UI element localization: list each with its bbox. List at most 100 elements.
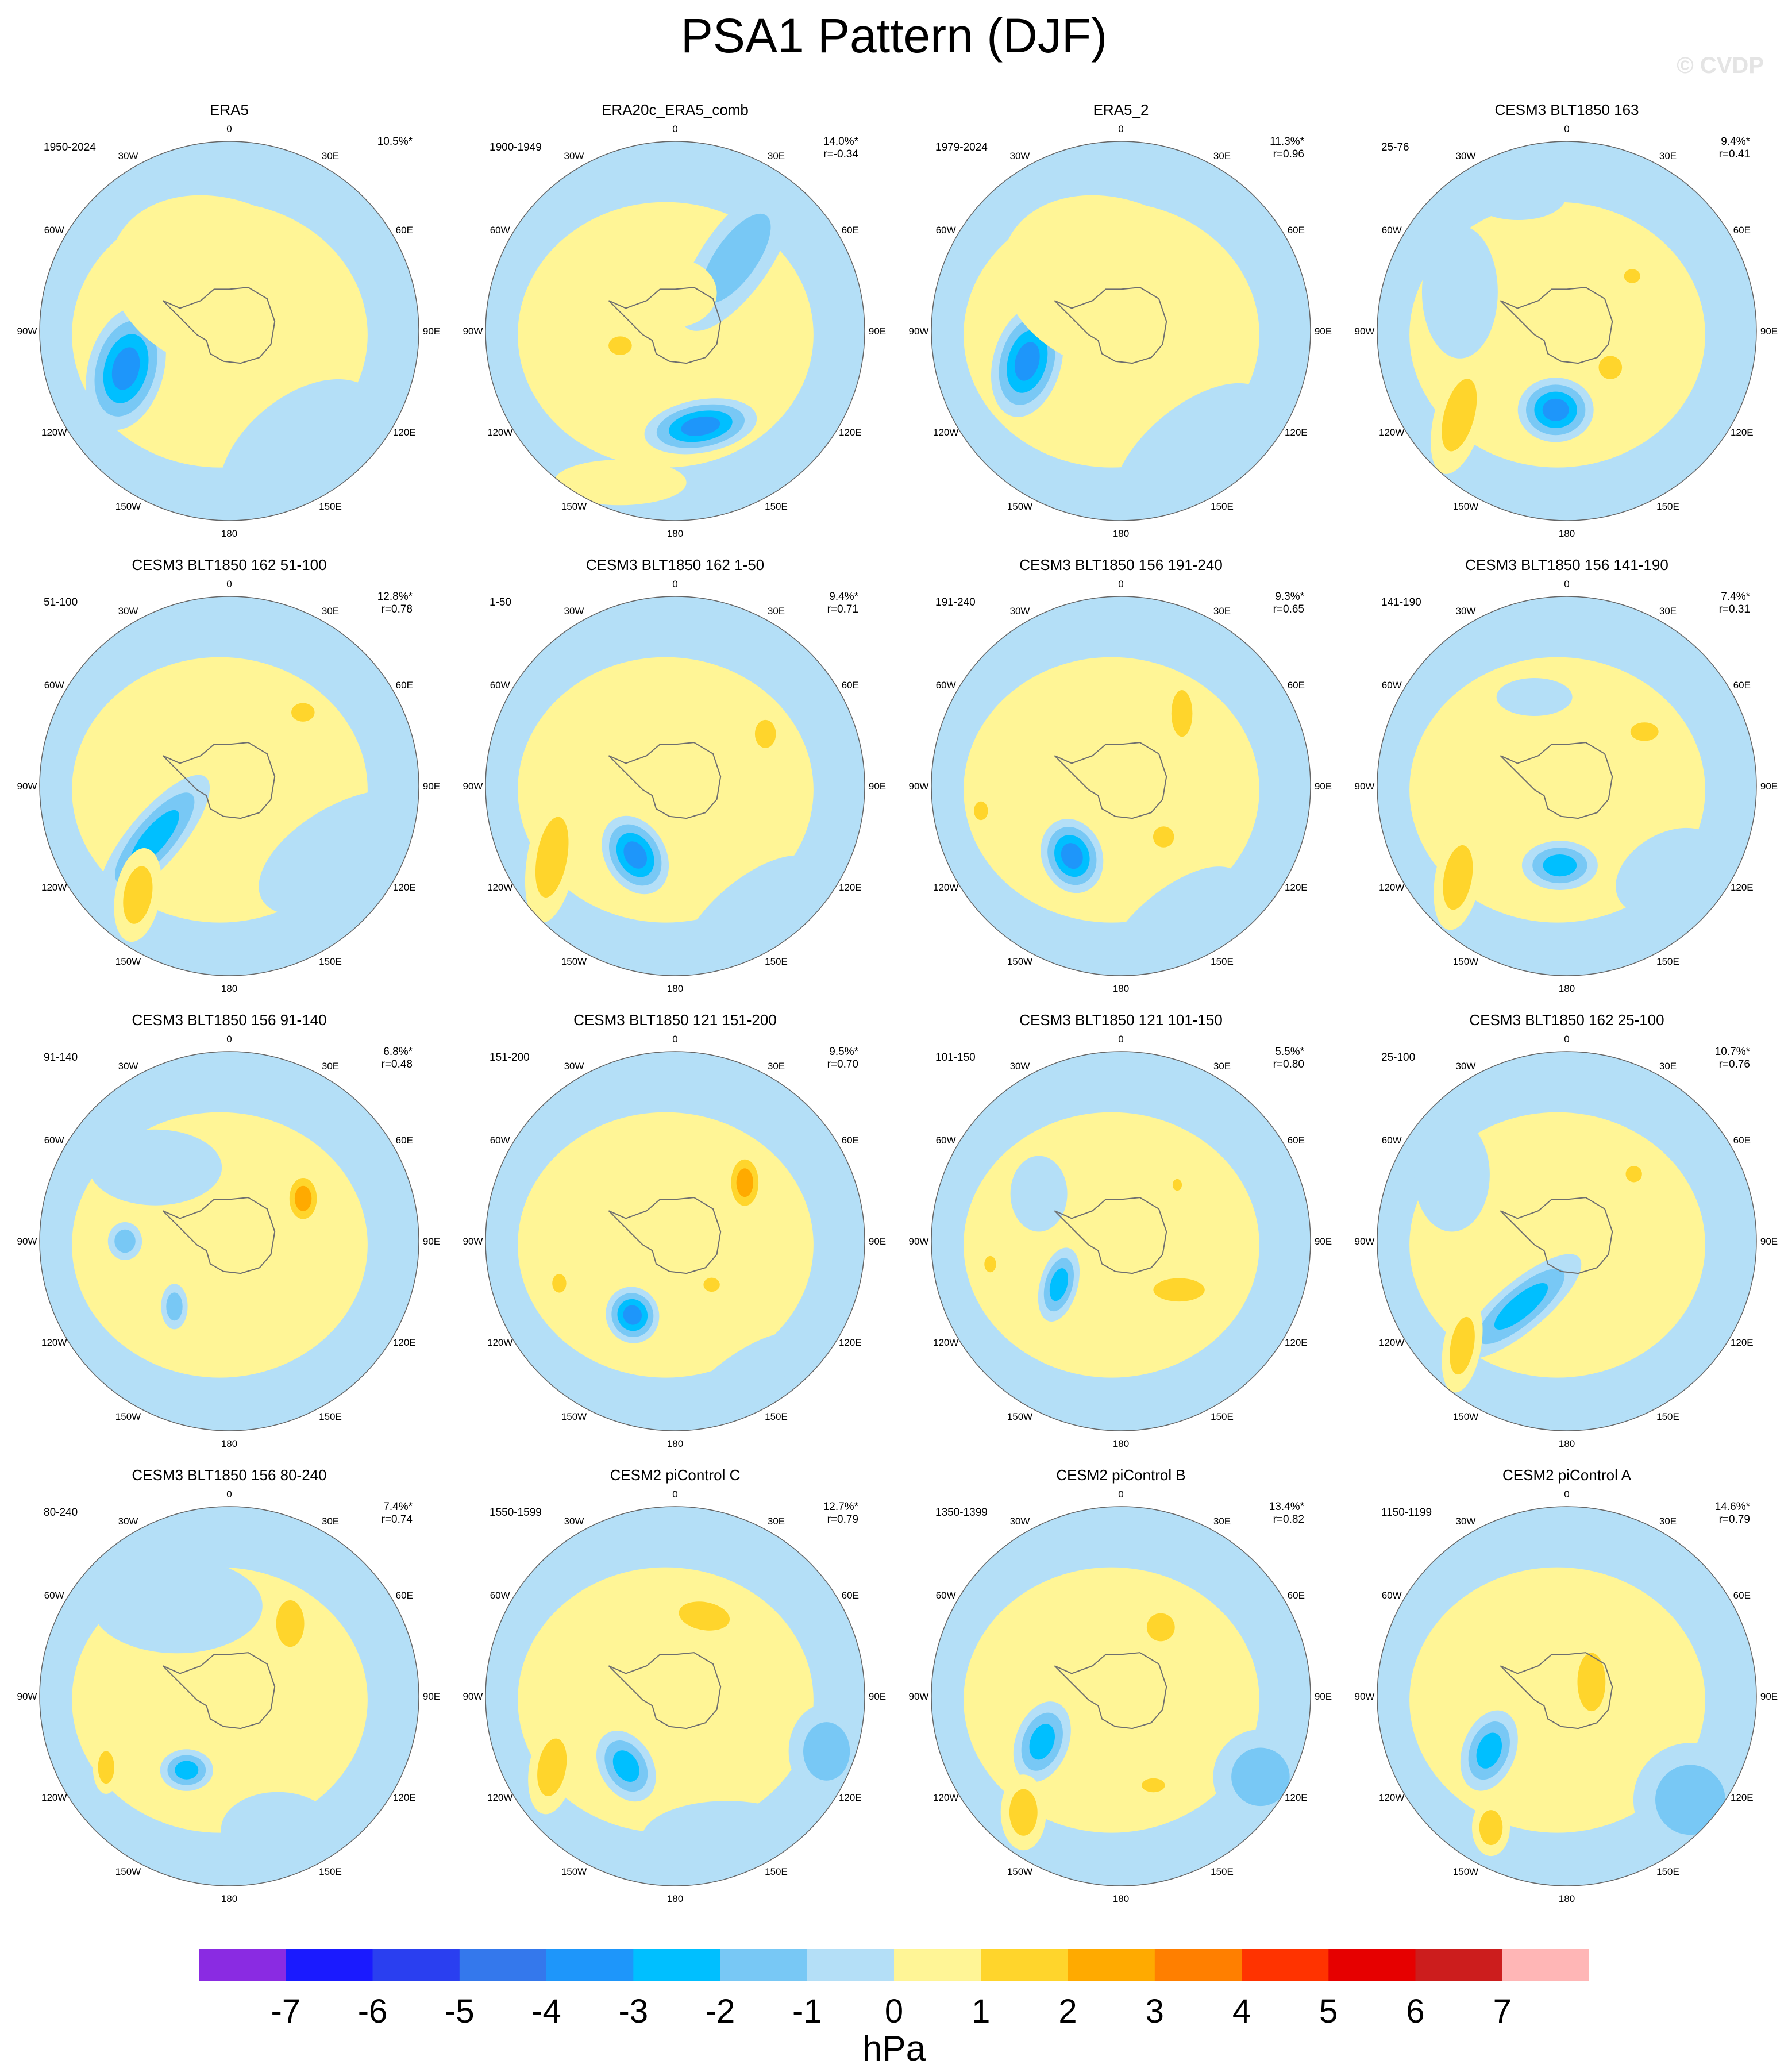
negative-anomaly-contour xyxy=(612,1750,639,1782)
longitude-label: 60E xyxy=(1733,1590,1751,1601)
longitude-label: 60W xyxy=(490,680,510,691)
colorbar: -7 -6 -5 -4 -3 -2 -1 0 1 2 3 4 5 6 7 xyxy=(199,1949,1589,2029)
longitude-label: 0 xyxy=(672,1034,677,1045)
positive-anomaly-contour xyxy=(1153,826,1174,848)
longitude-label: 30E xyxy=(768,606,785,617)
longitude-label: 90W xyxy=(909,1236,929,1247)
colorbar-tick-label: -6 xyxy=(358,1993,388,2029)
map-boundary xyxy=(1377,1506,1757,1886)
longitude-label: 60E xyxy=(396,1135,413,1146)
field-positive-lobe xyxy=(964,1112,1259,1378)
panel-period: 141-190 xyxy=(1381,596,1421,608)
longitude-label: 60E xyxy=(842,1135,859,1146)
negative-anomaly-contour xyxy=(1103,866,1243,976)
cvdp-watermark: © CVDP xyxy=(1677,53,1764,78)
positive-anomaly-contour xyxy=(736,1168,753,1197)
negative-anomaly-contour xyxy=(111,347,140,390)
map-panel: CESM3 BLT1850 163 25-76 9.4%* r=0.41 0 30E 60E… xyxy=(1343,101,1788,555)
colorbar-swatch xyxy=(1328,1949,1416,1981)
longitude-label: 30E xyxy=(1213,1516,1231,1527)
panel-variance-pct: 10.7%* xyxy=(1714,1046,1750,1058)
longitude-label: 120W xyxy=(41,882,67,893)
longitude-label: 150E xyxy=(319,956,342,967)
antarctica-coastline xyxy=(162,1197,276,1274)
colorbar-swatch xyxy=(546,1949,634,1981)
negative-anomaly-contour xyxy=(681,855,821,976)
longitude-label: 30W xyxy=(118,606,138,617)
panel-stats: 7.4%* r=0.74 xyxy=(382,1501,413,1526)
longitude-label: 30E xyxy=(322,1516,339,1527)
longitude-label: 120E xyxy=(839,427,862,438)
longitude-label: 60E xyxy=(842,1590,859,1601)
longitude-label: 150E xyxy=(319,501,342,512)
negative-anomaly-contour xyxy=(114,1229,136,1253)
positive-anomaly-contour xyxy=(1625,1166,1642,1183)
longitude-label: 120E xyxy=(393,882,416,893)
longitude-label: 120E xyxy=(839,882,862,893)
longitude-label: 30W xyxy=(118,1516,138,1527)
panel-variance-pct: 12.8%* xyxy=(377,591,413,603)
longitude-label: 60E xyxy=(1288,680,1305,691)
map-boundary xyxy=(931,141,1311,521)
positive-anomaly-contour xyxy=(537,1738,567,1797)
longitude-label: 150W xyxy=(1007,956,1032,967)
colorbar-tick-label: -1 xyxy=(792,1993,822,2029)
negative-anomaly-contour xyxy=(1542,398,1569,421)
negative-anomaly-contour xyxy=(259,789,419,915)
longitude-label: 90W xyxy=(17,1236,37,1247)
colorbar-swatch xyxy=(981,1949,1069,1981)
longitude-label: 60W xyxy=(1382,1590,1402,1601)
panel-variance-pct: 14.6%* xyxy=(1714,1501,1750,1513)
longitude-label: 60E xyxy=(842,225,859,236)
longitude-label: 60E xyxy=(1288,1135,1305,1146)
longitude-label: 60E xyxy=(1733,225,1751,236)
longitude-label: 150W xyxy=(115,1866,141,1877)
polar-map: 0 30E 60E 90E 120E 150E 180 150W 120W 90W 60W 30W xyxy=(909,1489,1332,1904)
negative-anomaly-contour xyxy=(1543,854,1577,877)
longitude-label: 180 xyxy=(1559,1438,1575,1449)
longitude-label: 60W xyxy=(936,680,956,691)
positive-anomaly-contour xyxy=(1009,1789,1038,1836)
longitude-label: 120W xyxy=(933,1792,958,1803)
longitude-label: 150E xyxy=(1656,501,1679,512)
longitude-label: 30E xyxy=(322,1061,339,1072)
panel-title: ERA20c_ERA5_comb xyxy=(602,101,749,118)
panel-title: CESM2 piControl B xyxy=(1056,1466,1186,1484)
longitude-label: 0 xyxy=(1118,1489,1123,1500)
longitude-label: 90E xyxy=(423,1236,440,1247)
positive-anomaly-contour xyxy=(1142,1778,1165,1793)
longitude-label: 120E xyxy=(1731,1792,1754,1803)
negative-anomaly-contour xyxy=(1413,1118,1490,1232)
map-panel: CESM3 BLT1850 156 80-240 80-240 7.4%* r=0.7… xyxy=(6,1466,453,1920)
longitude-label: 150W xyxy=(561,1866,587,1877)
longitude-label: 120W xyxy=(1379,1337,1404,1348)
positive-anomaly-contour xyxy=(1577,1653,1606,1712)
negative-anomaly-contour xyxy=(1496,678,1573,716)
longitude-label: 150E xyxy=(765,501,788,512)
longitude-label: 30W xyxy=(564,606,584,617)
longitude-label: 90E xyxy=(1760,1236,1778,1247)
longitude-label: 120W xyxy=(41,1337,67,1348)
panel-period: 151-200 xyxy=(490,1052,530,1064)
longitude-label: 60W xyxy=(1382,1135,1402,1146)
longitude-label: 150W xyxy=(561,501,587,512)
colorbar-tick-label: -5 xyxy=(445,1993,475,2029)
longitude-label: 90W xyxy=(909,326,929,337)
longitude-label: 30W xyxy=(564,151,584,161)
colorbar-tick-label: 5 xyxy=(1319,1993,1338,2029)
longitude-label: 120E xyxy=(1285,427,1308,438)
longitude-label: 60W xyxy=(936,225,956,236)
longitude-label: 90E xyxy=(423,781,440,792)
longitude-label: 150W xyxy=(561,956,587,967)
negative-anomaly-contour xyxy=(681,416,720,436)
positive-anomaly-contour xyxy=(633,259,717,328)
negative-anomaly-contour xyxy=(641,1801,812,1877)
colorbar-tick-label: 4 xyxy=(1232,1993,1251,2029)
longitude-label: 90W xyxy=(17,326,37,337)
longitude-label: 90E xyxy=(869,781,886,792)
panel-pattern-correlation: r=0.48 xyxy=(381,1058,413,1070)
longitude-label: 90E xyxy=(1315,1236,1332,1247)
colorbar-tick-label: 6 xyxy=(1406,1993,1424,2029)
map-boundary xyxy=(39,1506,419,1886)
panel-variance-pct: 9.5%* xyxy=(829,1046,858,1058)
